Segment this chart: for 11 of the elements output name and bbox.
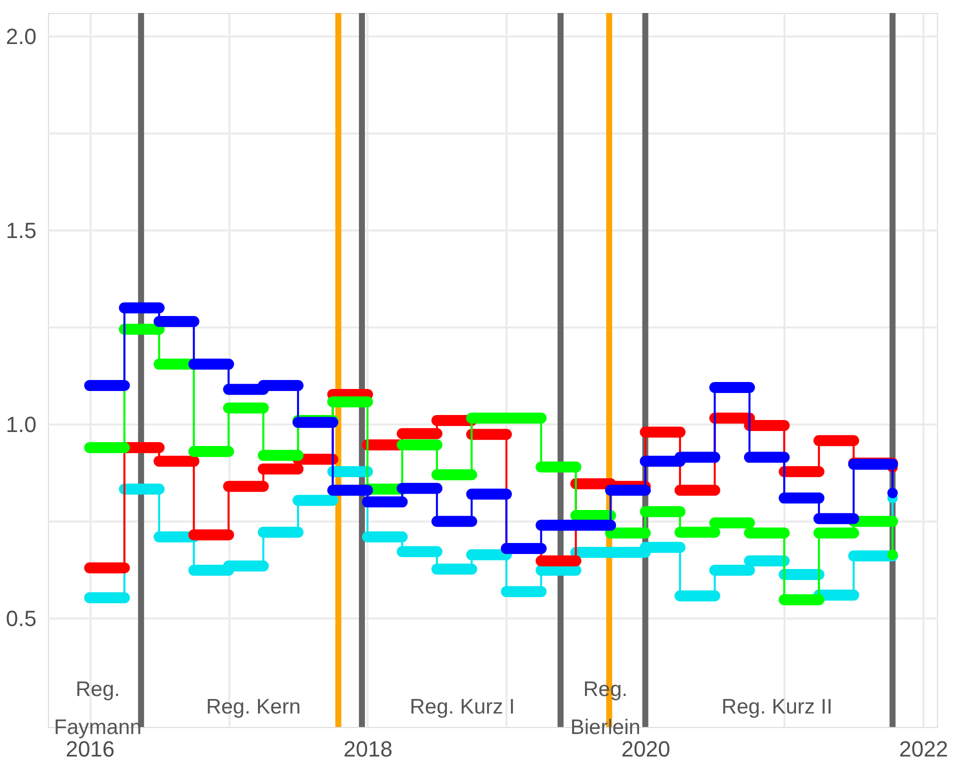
y-tick-label: 1.0	[6, 412, 36, 437]
annotation: Reg. Faymann	[54, 678, 142, 739]
annotation: Reg. Kern	[206, 696, 301, 719]
y-tick-label: 0.5	[6, 606, 36, 631]
annotation: Reg. Kurz I	[410, 696, 515, 719]
x-tick-label: 2022	[899, 736, 948, 762]
x-tick-label: 2018	[344, 736, 392, 762]
annotation: Reg. Kurz II	[722, 696, 832, 719]
y-tick-label: 2.0	[6, 24, 36, 49]
y-tick-label: 1.5	[6, 218, 36, 243]
x-tick-label: 2020	[621, 736, 670, 762]
